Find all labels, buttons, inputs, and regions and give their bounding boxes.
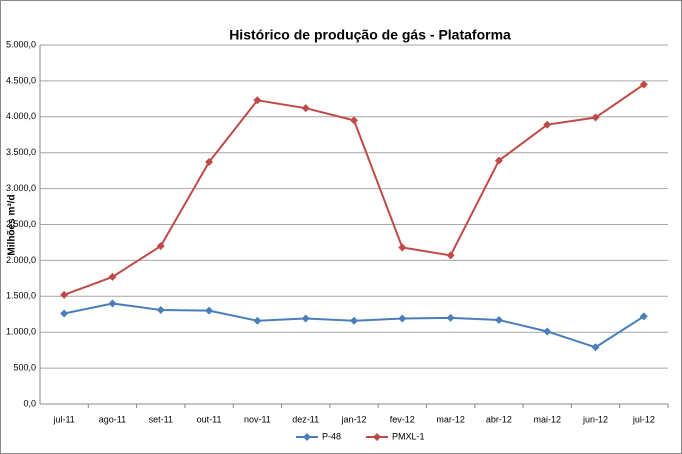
x-tick-label: ago-11 [99, 414, 126, 424]
point-marker [591, 113, 600, 122]
y-tick-label: 2.500,0 [6, 219, 36, 229]
point-marker [156, 305, 165, 314]
point-marker [543, 120, 552, 129]
point-marker [156, 242, 165, 251]
y-tick-label: 4.500,0 [6, 75, 36, 85]
y-tick-label: 3.500,0 [6, 147, 36, 157]
y-tick-label: 5.000,0 [6, 39, 36, 49]
x-tick-label: jul-12 [632, 414, 655, 424]
chart-title: Histórico de produção de gás - Plataform… [229, 27, 511, 43]
x-tick-label: jun-12 [582, 414, 608, 424]
point-marker [639, 80, 648, 89]
point-marker [60, 290, 69, 299]
x-tick-label: mai-12 [533, 414, 561, 424]
point-marker [591, 343, 600, 352]
y-tick-label: 1.500,0 [6, 291, 36, 301]
point-marker [446, 313, 455, 322]
legend: P-48 PMXL-1 [296, 431, 425, 441]
point-marker [494, 315, 503, 324]
legend-marker [303, 433, 311, 441]
x-tick-label: fev-12 [390, 414, 415, 424]
point-marker [494, 156, 503, 165]
legend-label: P-48 [322, 431, 341, 441]
y-axis-label: Milhões m³/d [7, 194, 18, 255]
x-tick-label: nov-11 [244, 414, 271, 424]
x-tick-label: jan-12 [340, 414, 366, 424]
point-marker [350, 316, 358, 325]
legend-marker [373, 433, 381, 441]
point-marker [108, 299, 117, 308]
point-marker [350, 116, 358, 125]
y-tick-label: 3.000,0 [6, 183, 36, 193]
point-marker [543, 327, 552, 336]
x-tick-label: mar-12 [436, 414, 465, 424]
point-marker [398, 314, 407, 323]
point-marker [253, 96, 262, 105]
legend-label: PMXL-1 [392, 431, 425, 441]
x-tick-label: set-11 [149, 414, 173, 424]
y-tick-label: 4.000,0 [6, 111, 36, 121]
point-marker [301, 104, 310, 113]
point-marker [108, 272, 117, 281]
y-tick-label: 0,0 [23, 398, 36, 408]
x-tick-label: jul-11 [52, 414, 74, 424]
y-tick-label: 500,0 [13, 362, 36, 372]
x-tick-label: abr-12 [486, 414, 512, 424]
point-marker [301, 314, 310, 323]
point-marker [205, 306, 214, 315]
x-tick-label: out-11 [197, 414, 222, 424]
point-marker [398, 243, 407, 252]
point-marker [205, 158, 214, 167]
point-marker [253, 316, 262, 325]
y-tick-label: 1.000,0 [6, 327, 36, 337]
x-tick-label: dez-11 [292, 414, 319, 424]
point-marker [60, 309, 69, 318]
point-marker [446, 251, 455, 260]
y-tick-label: 2.000,0 [6, 255, 36, 265]
point-marker [639, 312, 648, 321]
